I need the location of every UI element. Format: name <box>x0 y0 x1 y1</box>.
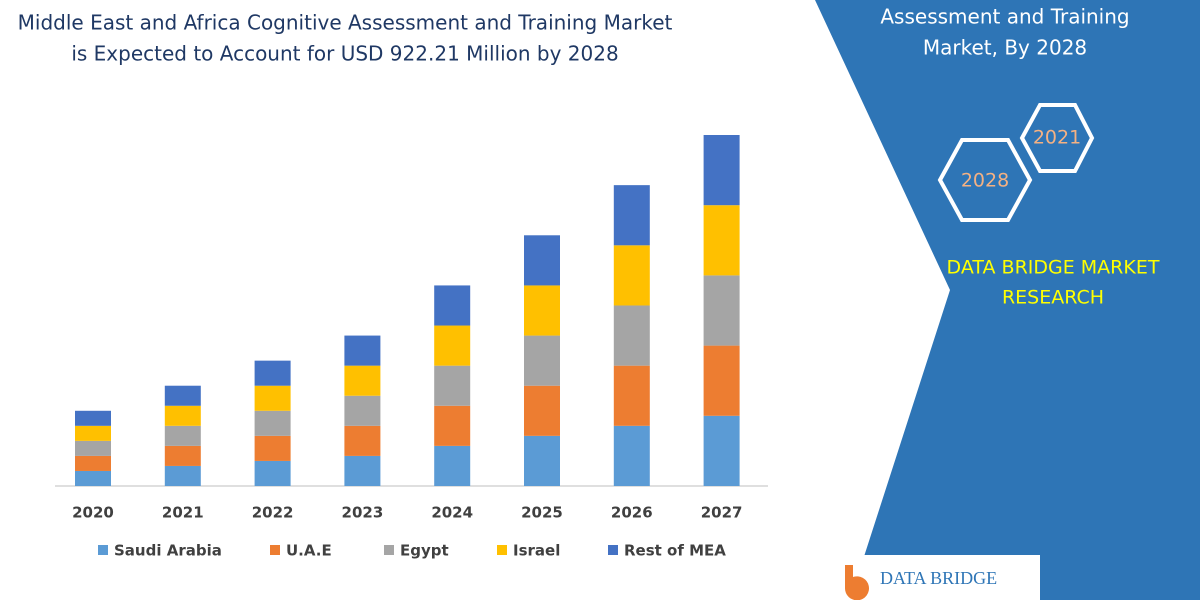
bar-segment <box>164 445 201 466</box>
plot: 2020 2021 2022 2023 2024 2025 2026 2027 Saudi Ar… <box>72 135 742 560</box>
bar-segment <box>434 325 471 366</box>
hexagon <box>1019 103 1095 173</box>
panel-heading: Market, By 2028 <box>923 36 1087 60</box>
legend-swatch <box>497 545 507 555</box>
bar-segment <box>434 405 471 446</box>
bar-segment <box>524 335 560 386</box>
hexagon-label: 2021 <box>1033 127 1081 149</box>
bar-segment <box>75 470 111 486</box>
bar-segment <box>344 395 381 426</box>
bar-segment <box>164 405 201 426</box>
side-panel <box>815 0 1200 600</box>
legend-swatch <box>608 545 618 555</box>
bar-segment <box>344 365 381 396</box>
bar-segment <box>254 460 291 486</box>
bar-segment <box>613 245 650 306</box>
legend-label: Egypt <box>400 542 449 560</box>
bar-segment <box>75 425 111 441</box>
bar-segment <box>613 185 650 246</box>
bar-segment <box>703 345 740 416</box>
bar-segment <box>703 415 740 486</box>
bar-segment <box>524 385 560 436</box>
x-tick-label: 2026 <box>611 504 653 522</box>
bar-segment <box>524 435 560 486</box>
x-tick-label: 2024 <box>431 504 473 522</box>
legend-swatch <box>270 545 280 555</box>
bar-segment <box>164 425 201 446</box>
bar-segment <box>703 275 740 346</box>
hexagon-label: 2028 <box>961 170 1009 192</box>
bar-segment <box>434 285 471 326</box>
legend-swatch <box>98 545 108 555</box>
bar-segment <box>613 305 650 366</box>
panel-heading: Assessment and Training <box>880 5 1129 29</box>
bar-segment <box>524 285 560 336</box>
bar-segment <box>254 410 291 436</box>
hexagon <box>937 138 1033 222</box>
legend-label: Saudi Arabia <box>114 542 222 560</box>
legend-label: Israel <box>513 542 560 560</box>
bar-segment <box>344 335 381 366</box>
chart-title: Middle East and Africa Cognitive Assessm… <box>18 11 673 35</box>
brand-text: RESEARCH <box>1002 287 1104 309</box>
bar-segment <box>344 455 381 486</box>
x-tick-label: 2027 <box>701 504 743 522</box>
bar-segment <box>703 135 740 206</box>
bar-segment <box>75 440 111 456</box>
x-tick-label: 2023 <box>342 504 384 522</box>
bar-segment <box>254 385 291 411</box>
bar-segment <box>254 435 291 461</box>
bar-segment <box>254 360 291 386</box>
bar-segment <box>344 425 381 456</box>
x-tick-label: 2021 <box>162 504 204 522</box>
x-tick-label: 2020 <box>72 504 114 522</box>
bar-segment <box>613 365 650 426</box>
chart-title: is Expected to Account for USD 922.21 Mi… <box>71 42 618 66</box>
bar-segment <box>524 235 560 286</box>
logo-mark <box>844 565 869 600</box>
bar-segment <box>703 205 740 276</box>
legend-label: Rest of MEA <box>624 542 726 560</box>
bar-segment <box>164 465 201 486</box>
bar-segment <box>164 385 201 406</box>
bar-segment <box>613 425 650 486</box>
x-tick-label: 2022 <box>252 504 294 522</box>
x-tick-label: 2025 <box>521 504 563 522</box>
legend-swatch <box>384 545 394 555</box>
bar-segment <box>75 455 111 471</box>
bar-segment <box>75 410 111 426</box>
brand-text: DATA BRIDGE MARKET <box>947 257 1160 279</box>
bar-segment <box>434 445 471 486</box>
logo-text: DATA BRIDGE <box>880 568 997 588</box>
bar-segment <box>434 365 471 406</box>
legend-label: U.A.E <box>286 542 332 560</box>
